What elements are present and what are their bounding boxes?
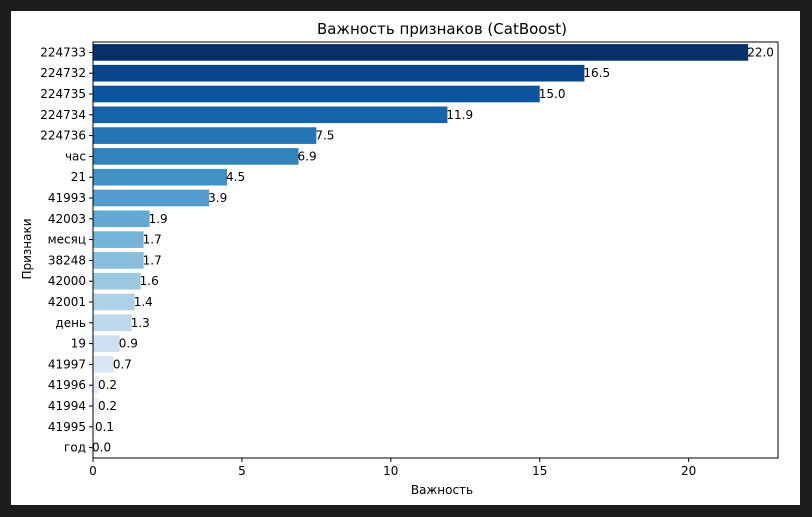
data-label-1: 16.5 — [583, 66, 610, 80]
data-label-0: 22.0 — [747, 45, 774, 59]
data-label-2: 15.0 — [539, 87, 566, 101]
y-axis-label: Признаки — [20, 218, 34, 279]
bar-3 — [93, 106, 448, 124]
y-tick-label-5: час — [65, 149, 86, 163]
bar-12 — [93, 293, 135, 311]
x-tick-label-0: 0 — [89, 464, 97, 478]
y-tick-label-3: 224734 — [40, 108, 86, 122]
bar-13 — [93, 314, 132, 332]
data-label-11: 1.6 — [140, 274, 159, 288]
data-label-8: 1.9 — [149, 212, 168, 226]
data-label-12: 1.4 — [134, 295, 153, 309]
y-tick-label-12: 42001 — [48, 295, 86, 309]
y-tick-label-13: день — [55, 316, 86, 330]
chart-title: Важность признаков (CatBoost) — [317, 20, 567, 38]
bar-5 — [93, 148, 299, 165]
y-tick-label-14: 19 — [71, 337, 86, 351]
bar-2 — [93, 85, 540, 103]
data-label-6: 4.5 — [226, 170, 245, 184]
bar-8 — [93, 210, 150, 228]
x-ticks: 0 5 10 15 20 — [89, 458, 696, 478]
bar-11 — [93, 272, 141, 290]
data-label-3: 11.9 — [446, 108, 473, 122]
bar-16 — [93, 376, 99, 394]
data-label-10: 1.7 — [143, 253, 162, 267]
y-tick-label-2: 224735 — [40, 87, 86, 101]
y-tick-label-9: месяц — [48, 233, 86, 247]
y-tick-labels: 224733 224732 224735 224734 224736 час 21 41993… — [40, 45, 93, 455]
y-tick-label-16: 41996 — [48, 378, 86, 392]
y-tick-label-6: 21 — [71, 170, 86, 184]
data-label-15: 0.7 — [113, 357, 132, 371]
bar-18 — [93, 418, 96, 436]
chart-frame: Важность признаков (CatBoost) 224733 2247… — [11, 11, 800, 505]
x-tick-label-1: 5 — [238, 464, 246, 478]
bars-group — [93, 44, 749, 436]
y-tick-label-4: 224736 — [40, 129, 86, 143]
bar-4 — [93, 127, 317, 144]
data-label-13: 1.3 — [131, 316, 150, 330]
data-label-5: 6.9 — [298, 149, 317, 163]
bar-0 — [93, 44, 749, 61]
plot-area-border — [92, 41, 779, 459]
data-label-18: 0.1 — [95, 420, 114, 434]
data-label-17: 0.2 — [98, 399, 117, 413]
data-label-4: 7.5 — [315, 129, 334, 143]
bar-17 — [93, 397, 99, 415]
y-tick-label-17: 41994 — [48, 399, 86, 413]
feature-importance-chart: Важность признаков (CatBoost) 2247332247… — [20, 20, 779, 497]
bar-10 — [93, 252, 144, 269]
data-label-9: 1.7 — [143, 233, 162, 247]
y-tick-label-19: год — [64, 441, 86, 455]
data-label-14: 0.9 — [119, 337, 138, 351]
bar-9 — [93, 231, 144, 248]
bar-7 — [93, 189, 210, 207]
x-tick-label-4: 20 — [681, 464, 696, 478]
x-tick-label-2: 10 — [383, 464, 398, 478]
y-tick-label-1: 224732 — [40, 66, 86, 80]
bar-6 — [93, 168, 228, 186]
data-labels: 22.0 16.5 15.0 11.9 7.5 6.9 4.5 3.9 1.9 1.7 1.7 1.6… — [92, 45, 774, 454]
y-tick-label-7: 41993 — [48, 191, 86, 205]
x-axis-label: Важность — [411, 483, 473, 497]
bar-14 — [93, 335, 120, 352]
data-label-16: 0.2 — [98, 378, 117, 392]
y-tick-label-10: 38248 — [48, 253, 86, 267]
y-tick-label-0: 224733 — [40, 45, 86, 59]
data-label-19: 0.0 — [92, 441, 111, 455]
y-tick-label-15: 41997 — [48, 357, 86, 371]
y-tick-label-8: 42003 — [48, 212, 86, 226]
y-tick-label-11: 42000 — [48, 274, 86, 288]
y-tick-label-18: 41995 — [48, 420, 86, 434]
data-label-7: 3.9 — [208, 191, 227, 205]
bar-15 — [93, 356, 114, 373]
x-tick-label-3: 15 — [532, 464, 547, 478]
bar-1 — [93, 64, 585, 82]
